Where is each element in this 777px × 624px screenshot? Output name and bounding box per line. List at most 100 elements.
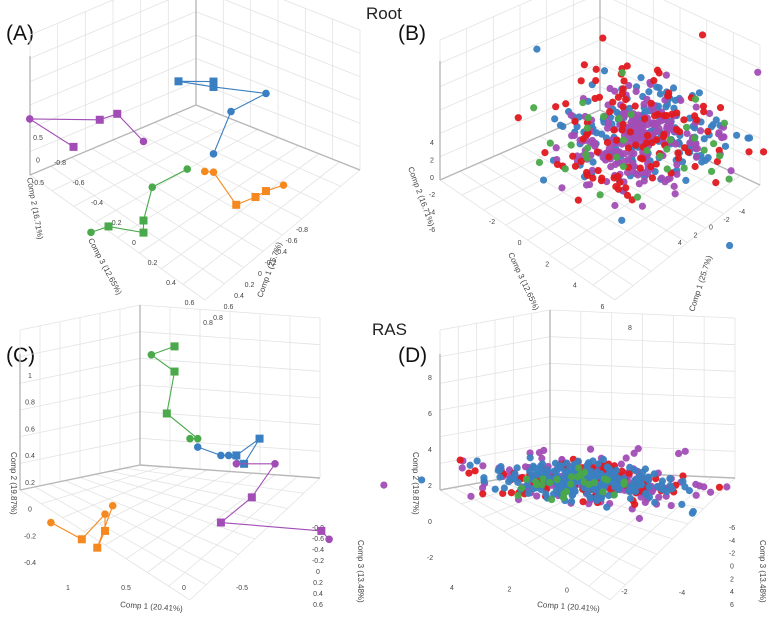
blue-circle-point xyxy=(227,107,235,116)
green-point xyxy=(584,114,592,122)
blue-point xyxy=(633,475,641,483)
purple-point xyxy=(622,454,630,462)
blue-point xyxy=(682,176,690,185)
panel-a-ticks: 0.80.60.40.20-0.2-0.4-0.6-0.80.50-0.5-0.… xyxy=(32,135,308,327)
blue-point xyxy=(645,473,653,481)
purple-point xyxy=(617,460,625,468)
blue-point xyxy=(552,486,560,495)
y-tick-label: 0 xyxy=(430,175,434,182)
green-point xyxy=(725,175,733,183)
x-tick-label: -0.6 xyxy=(285,238,297,245)
purple-point xyxy=(611,160,620,169)
red-point xyxy=(715,483,724,491)
purple-square-point xyxy=(317,526,326,535)
red-point xyxy=(632,141,640,149)
panel-label-a: (A) xyxy=(6,22,34,45)
red-point xyxy=(623,191,632,199)
red-point xyxy=(691,162,699,171)
red-point xyxy=(625,469,633,477)
grid-line xyxy=(139,145,299,254)
grid-line xyxy=(571,165,721,271)
panel-b-x-axis-title: Comp 1 (25.7%) xyxy=(687,254,714,312)
red-point xyxy=(465,469,473,477)
red-point xyxy=(606,108,614,116)
green-point xyxy=(620,478,628,487)
blue-point xyxy=(496,466,504,474)
red-point xyxy=(637,154,645,162)
purple-point xyxy=(611,201,619,210)
blue-point xyxy=(689,507,697,516)
green-point xyxy=(603,476,611,484)
blue-point xyxy=(539,176,548,184)
green-point xyxy=(559,494,568,502)
blue-point xyxy=(666,474,674,483)
purple-point xyxy=(720,133,728,141)
green-point xyxy=(618,69,626,77)
orange-series-line xyxy=(50,505,114,548)
orange-circle-point xyxy=(200,167,209,176)
red-point xyxy=(618,467,626,475)
x-tick-label: 1 xyxy=(66,585,70,592)
blue-point xyxy=(551,115,559,123)
red-point xyxy=(680,116,688,124)
blue-point xyxy=(678,500,686,509)
x-tick-label: 0 xyxy=(182,585,186,592)
y-tick-label: -2 xyxy=(427,555,433,562)
green-square-point xyxy=(139,216,148,225)
green-point xyxy=(600,112,608,121)
purple-point xyxy=(585,180,594,189)
blue-point xyxy=(637,74,645,82)
purple-point xyxy=(686,139,694,147)
blue-point xyxy=(639,474,647,482)
blue-point xyxy=(500,484,508,492)
green-point xyxy=(663,145,671,153)
red-point xyxy=(592,76,600,85)
panel-d-y-axis-title: Comp 2 (19.87%) xyxy=(411,452,420,515)
green-point xyxy=(577,470,585,478)
blue-point xyxy=(631,487,640,496)
red-point xyxy=(569,152,577,160)
red-point xyxy=(479,490,487,498)
blue-point xyxy=(528,472,536,480)
grid-line xyxy=(204,169,361,301)
red-point xyxy=(593,148,601,156)
blue-point xyxy=(603,463,611,471)
red-point xyxy=(759,148,768,156)
blue-series-line xyxy=(197,438,261,465)
blue-point xyxy=(721,142,730,150)
purple-point xyxy=(638,202,647,210)
purple-point xyxy=(380,481,388,489)
panel-d-grid xyxy=(439,309,736,601)
axis-line xyxy=(29,104,197,176)
purple-point xyxy=(586,445,595,453)
red-point xyxy=(693,116,701,124)
orange-square-point xyxy=(93,543,102,552)
y-tick-label: 0 xyxy=(428,519,432,526)
panel-c-y-axis-title: Comp 2 (19.87%) xyxy=(9,452,18,515)
purple-point xyxy=(673,161,681,169)
blue-circle-point xyxy=(224,451,233,460)
green-point xyxy=(579,99,587,107)
grid-line xyxy=(19,331,141,358)
grid-line xyxy=(29,0,170,59)
red-point xyxy=(715,146,723,154)
z-tick-label: 0.8 xyxy=(203,320,213,327)
green-point xyxy=(700,146,708,154)
green-point xyxy=(535,158,544,167)
purple-point xyxy=(552,144,560,152)
green-point xyxy=(562,487,571,496)
green-point xyxy=(561,165,569,173)
blue-circle-point xyxy=(262,89,270,98)
panel-d-ticks: 4 2 0 -2 -4 8 6 4 2 0 -2 -6 -4 -2 0 2 4 6 xyxy=(427,375,735,609)
purple-point xyxy=(723,483,731,491)
y-tick-label: -6 xyxy=(429,227,435,234)
x-tick-label: -0.4 xyxy=(275,249,287,256)
z-tick-label: 0 xyxy=(316,569,320,576)
purple-point xyxy=(634,133,642,141)
panel-c-marks xyxy=(47,342,333,552)
blue-point xyxy=(700,135,708,143)
blue-point xyxy=(645,88,653,96)
grid-line xyxy=(29,0,115,36)
